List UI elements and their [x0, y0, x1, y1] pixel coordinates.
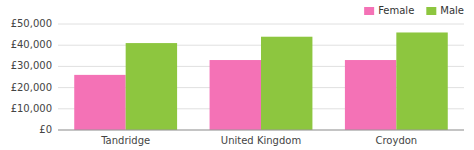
grid-line: [58, 130, 464, 131]
y-tick-label: £20,000: [11, 82, 52, 93]
x-axis: Tandridge United Kingdom Croydon: [100, 135, 417, 146]
legend-label: Female: [378, 5, 414, 16]
bar: [126, 43, 177, 130]
bar: [345, 60, 396, 130]
bar: [261, 37, 312, 130]
x-tick-label: Croydon: [375, 135, 417, 146]
bar: [74, 75, 125, 130]
bar: [396, 32, 447, 130]
x-tick-label: Tandridge: [100, 135, 150, 146]
bar: [210, 60, 261, 130]
chart: £0 £10,000 £20,000 £30,000 £40,000 £50,000 Tan…: [0, 0, 474, 150]
legend-swatch: [426, 7, 436, 15]
legend-swatch: [364, 7, 374, 15]
legend-label: Male: [440, 5, 464, 16]
grid-line: [58, 24, 464, 25]
y-axis: £0 £10,000 £20,000 £30,000 £40,000 £50,000: [11, 18, 464, 135]
y-tick-label: £40,000: [11, 39, 52, 50]
bars: [74, 32, 448, 130]
y-tick-label: £0: [39, 124, 52, 135]
x-axis-line: [58, 130, 464, 131]
chart-container: £0 £10,000 £20,000 £30,000 £40,000 £50,000 Tan…: [0, 0, 474, 150]
legend: Female Male: [364, 5, 464, 16]
x-tick-label: United Kingdom: [221, 135, 301, 146]
y-tick-label: £10,000: [11, 103, 52, 114]
legend-item: Female: [364, 5, 414, 16]
y-tick-label: £30,000: [11, 60, 52, 71]
legend-item: Male: [426, 5, 464, 16]
y-tick-label: £50,000: [11, 18, 52, 29]
